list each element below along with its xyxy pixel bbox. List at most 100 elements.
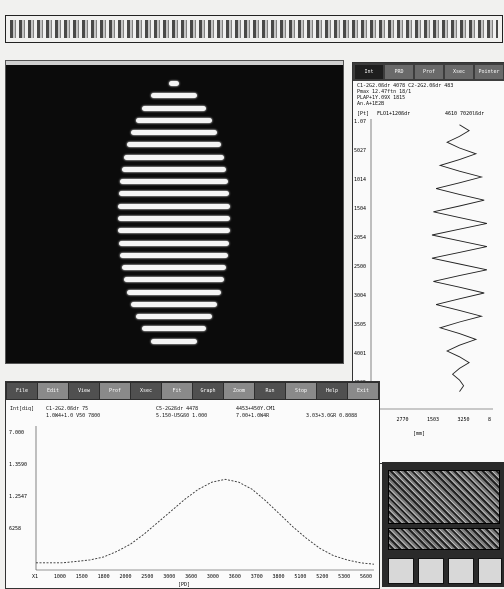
intensity-x-tick-label: 5200	[316, 574, 328, 580]
tab-prof[interactable]: Prof	[415, 65, 443, 79]
info-line-1: C1-2G2.0ßdr 4078 C2-2G2.0ßdr 483	[357, 83, 454, 89]
intensity-x-tick-label: 2500	[141, 574, 153, 580]
control-button-1[interactable]	[388, 558, 414, 584]
control-button-4[interactable]	[478, 558, 502, 584]
fringe-band	[121, 166, 227, 172]
profile-window[interactable]: Int PRD Prof Xsec Pointer C1-2G2.0ßdr 40…	[352, 62, 504, 464]
header2-3: 7.00+1.0W4R	[236, 413, 270, 419]
control-button-2[interactable]	[418, 558, 444, 584]
intensity-x-tick-label: 2000	[120, 574, 132, 580]
profile-y-tick-label: 1.07	[354, 119, 366, 125]
intensity-x-tick-label: 3000	[207, 574, 219, 580]
intensity-x-tick-label: 5300	[338, 574, 350, 580]
intensity-x-tick-label: 1800	[98, 574, 110, 580]
profile-y-tick-label: 3004	[354, 293, 366, 299]
fringe-band	[124, 154, 224, 160]
intensity-x-tick-label: 3000	[163, 574, 175, 580]
intensity-y-tick-label: 7.000	[9, 430, 24, 436]
fringe-band	[141, 105, 207, 111]
profile-head-left: [Pt]	[357, 111, 369, 117]
toolbar-fit[interactable]: Fit	[162, 383, 192, 399]
fringe-band	[150, 338, 198, 344]
profile-x-tick-label: 3250	[458, 417, 470, 423]
toolbar-stop[interactable]: Stop	[286, 383, 316, 399]
control-button-3[interactable]	[448, 558, 474, 584]
toolbar-graph[interactable]: Graph	[193, 383, 223, 399]
profile-y-tick-label: 3505	[354, 322, 366, 328]
fringe-band	[127, 142, 221, 148]
intensity-y-label: Int[diq]	[10, 406, 35, 412]
intensity-x-tick-label: 5600	[360, 574, 372, 580]
header2-4: 3.03+3.0GR 0.8088	[306, 413, 358, 419]
fringe-band	[120, 252, 228, 258]
intensity-x-tick-label: 3600	[185, 574, 197, 580]
fringe-band	[150, 93, 198, 99]
toolbar-prof[interactable]: Prof	[100, 383, 130, 399]
toolbar-help[interactable]: Help	[317, 383, 347, 399]
toolbar-zoom[interactable]: Zoom	[224, 383, 254, 399]
profile-x-tick-label: 8	[488, 417, 491, 423]
profile-x-tick-label: 2770	[397, 417, 409, 423]
profile-info: C1-2G2.0ßdr 4078 C2-2G2.0ßdr 483 Pmax 12…	[353, 81, 504, 109]
intensity-y-ticks: 7.000 1.3590 1.2547 6258	[9, 430, 27, 532]
info-line-3: PLAP+1Y.09X 1815	[357, 95, 406, 101]
header2-2: 5.150-U5Gß0 1.000	[156, 413, 208, 419]
fringe-band	[120, 179, 228, 185]
profile-y-tick-label: 4001	[354, 351, 366, 357]
fringe-band	[169, 81, 179, 86]
control-cluster	[382, 462, 504, 587]
tab-prd[interactable]: PRD	[385, 65, 413, 79]
intensity-x-tick-label: 3800	[273, 574, 285, 580]
header-3: 4453+450Y.CM1	[236, 406, 276, 412]
profile-tabs: Int PRD Prof Xsec Pointer	[353, 63, 504, 81]
profile-x-unit: [mm]	[413, 431, 425, 437]
control-grid[interactable]	[388, 470, 500, 524]
intensity-x-tick-label: 3700	[251, 574, 263, 580]
toolbar-edit[interactable]: Edit	[38, 383, 68, 399]
fringe-band	[130, 301, 218, 307]
intensity-x-unit: [PD]	[178, 582, 190, 588]
image-panel-header	[6, 61, 343, 65]
tab-pointer[interactable]: Pointer	[475, 65, 503, 79]
tab-int[interactable]: Int	[355, 65, 383, 79]
intensity-x-tick-label: 1500	[76, 574, 88, 580]
info-line-4: An.A+1E2B	[357, 101, 385, 107]
fringe-band	[118, 228, 230, 234]
header2-1: 1.0W4+1.0 V50 7800	[46, 413, 101, 419]
profile-head-right: 4610 7020lßdr	[445, 111, 484, 117]
fringe-band	[135, 314, 213, 320]
fringe-band	[118, 191, 230, 197]
toolbar-file[interactable]: File	[7, 383, 37, 399]
fringe-image-panel[interactable]	[5, 60, 344, 364]
profile-y-tick-label: 2500	[354, 264, 366, 270]
info-line-2: Pmax 12.47ftn 18/1	[357, 89, 412, 95]
fringe-band	[121, 265, 227, 271]
profile-y-tick-label: 1504	[354, 206, 366, 212]
intensity-window[interactable]: File Edit View Prof Xsec Fit Graph Zoom …	[5, 381, 380, 589]
intensity-x-tick-label: 1000	[54, 574, 66, 580]
intensity-x-tick-label: 3600	[229, 574, 241, 580]
intensity-chart: 7.000 1.3590 1.2547 6258 X1 1000 1500 1800 2000…	[9, 426, 375, 588]
title-bar-pattern	[10, 20, 498, 38]
profile-y-tick-label: 5027	[354, 148, 366, 154]
control-strip[interactable]	[388, 528, 500, 550]
tab-xsec[interactable]: Xsec	[445, 65, 473, 79]
fringe-band	[124, 277, 224, 283]
fringe-band	[118, 216, 230, 221]
intensity-series-line	[36, 478, 375, 565]
fringe-band	[127, 289, 221, 295]
header-2: C5-2G2ßdr 4478	[156, 406, 199, 412]
fringe-band	[118, 240, 230, 246]
toolbar-view[interactable]: View	[69, 383, 99, 399]
header-1: C1-2G2.0ßdr 75	[46, 406, 89, 412]
toolbar-run[interactable]: Run	[255, 383, 285, 399]
intensity-y-tick-label: 1.2547	[9, 494, 27, 500]
profile-x-ticks: 8X62770150332508	[366, 417, 491, 423]
toolbar-xsec[interactable]: Xsec	[131, 383, 161, 399]
profile-head-mid: FLO1+120ßdr	[377, 111, 410, 117]
profile-y-ticks: 1.07502710141504205425003004350540014505	[354, 119, 366, 386]
intensity-y-tick-label: 1.3590	[9, 462, 27, 468]
profile-y-tick-label: 2054	[354, 235, 366, 241]
toolbar-exit[interactable]: Exit	[348, 383, 378, 399]
fringe-band	[118, 203, 230, 209]
